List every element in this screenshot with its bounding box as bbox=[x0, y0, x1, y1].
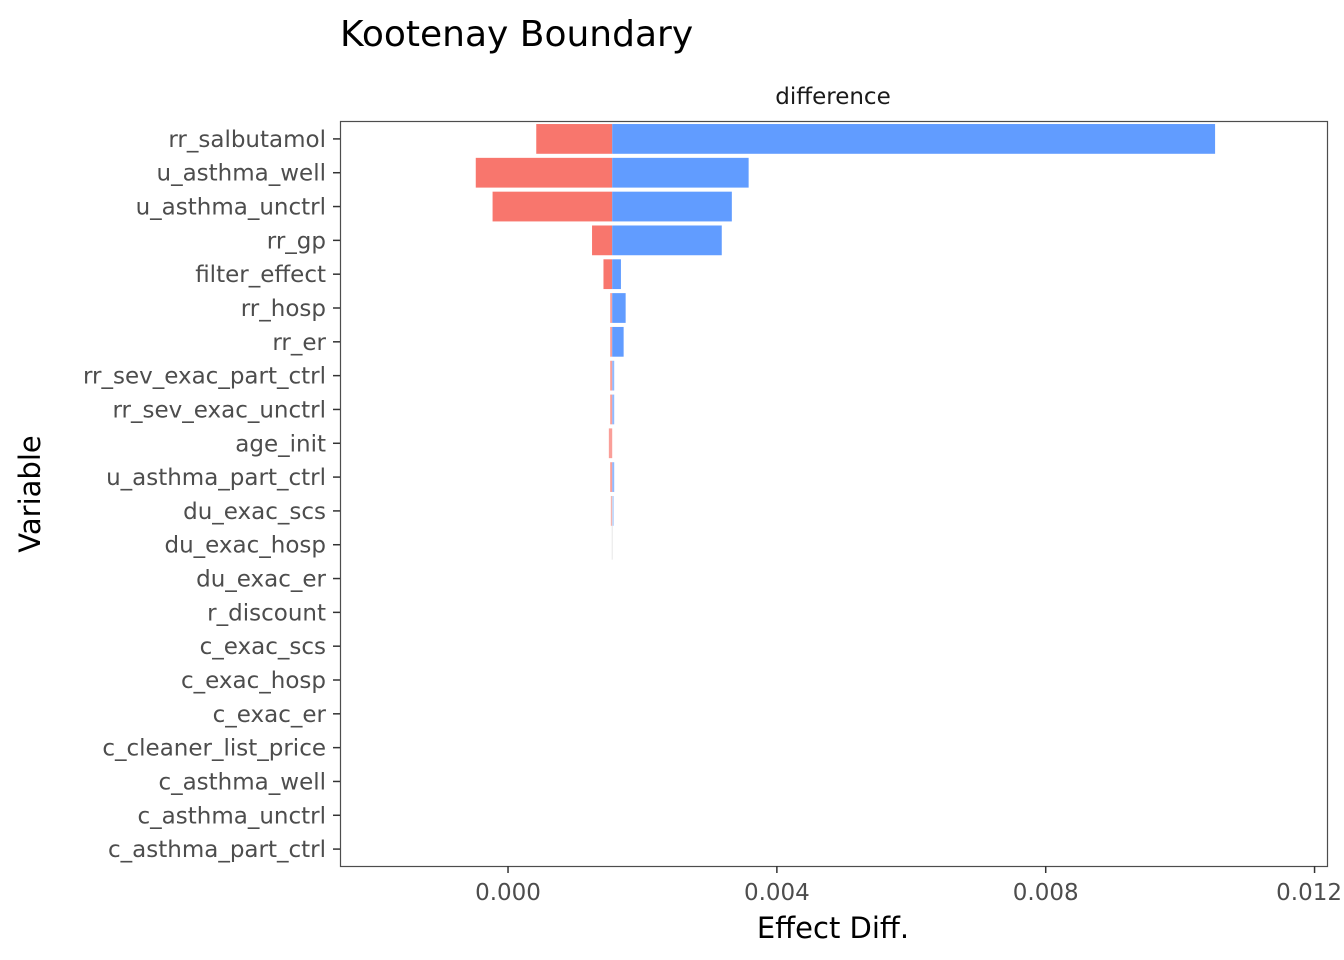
x-axis: 0.000 0.004 0.008 0.012 bbox=[475, 866, 1342, 906]
y-tick-label: rr_er bbox=[272, 330, 326, 356]
bars-layer bbox=[475, 124, 1216, 560]
y-tick-label: filter_effect bbox=[195, 262, 326, 288]
bar-low-rr-gp bbox=[592, 225, 613, 256]
y-tick-label: age_init bbox=[235, 431, 326, 457]
x-tick-label: 0.012 bbox=[1276, 880, 1342, 906]
y-tick-label: du_exac_er bbox=[196, 567, 326, 593]
bar-zero-effect-line bbox=[611, 496, 613, 560]
y-axis-title: Variable bbox=[13, 435, 47, 552]
y-tick-label: u_asthma_unctrl bbox=[136, 195, 326, 221]
bar-low-rr-er bbox=[610, 326, 613, 357]
y-tick-label: rr_sev_exac_unctrl bbox=[112, 397, 326, 423]
bar-high-u-asthma-well bbox=[612, 157, 749, 188]
x-tick-label: 0.004 bbox=[744, 880, 810, 906]
y-tick-label: du_exac_hosp bbox=[164, 533, 326, 559]
bar-high-filter-effect bbox=[612, 259, 621, 290]
bar-high-rr-gp bbox=[612, 225, 722, 256]
bar-low-filter-effect bbox=[603, 259, 613, 290]
bar-low-rr-salbutamol bbox=[536, 124, 613, 154]
y-tick-label: r_discount bbox=[207, 600, 326, 626]
bar-low-rr-sev-exac-part-ctrl bbox=[610, 360, 613, 391]
y-tick-label: c_cleaner_list_price bbox=[102, 736, 326, 762]
y-tick-label: c_exac_scs bbox=[200, 634, 326, 660]
y-axis: rr_salbutamol u_asthma_well u_asthma_unctr… bbox=[83, 127, 340, 863]
bar-high-rr-er bbox=[612, 326, 624, 357]
x-tick-label: 0.008 bbox=[1013, 880, 1079, 906]
bar-low-rr-sev-exac-unctrl bbox=[610, 394, 613, 425]
bar-high-rr-salbutamol bbox=[612, 124, 1216, 154]
y-tick-label: u_asthma_part_ctrl bbox=[106, 465, 326, 491]
panel-border bbox=[339, 120, 1329, 868]
bar-high-du-exac-scs bbox=[612, 496, 614, 526]
bar-low-rr-hosp bbox=[610, 293, 613, 323]
bar-low-u-asthma-well bbox=[475, 157, 613, 188]
y-tick-label: rr_gp bbox=[267, 228, 326, 254]
y-tick-label: rr_sev_exac_part_ctrl bbox=[83, 364, 326, 390]
y-tick-label: c_exac_er bbox=[213, 702, 327, 728]
y-tick-label: u_asthma_well bbox=[157, 161, 327, 187]
y-tick-label: c_asthma_well bbox=[158, 769, 326, 795]
y-tick-label: du_exac_scs bbox=[183, 499, 326, 525]
bar-low-du-exac-scs bbox=[610, 496, 613, 526]
y-tick-label: c_asthma_unctrl bbox=[138, 803, 326, 829]
bar-high-rr-sev-exac-unctrl bbox=[612, 394, 615, 425]
y-tick-label: rr_hosp bbox=[241, 296, 326, 322]
bar-high-u-asthma-part-ctrl bbox=[612, 462, 615, 492]
y-tick-label: c_exac_hosp bbox=[181, 668, 326, 694]
chart-title: Kootenay Boundary bbox=[340, 14, 693, 55]
y-tick-label: rr_salbutamol bbox=[168, 127, 326, 153]
bar-low-u-asthma-unctrl bbox=[492, 191, 613, 222]
bar-low-u-asthma-part-ctrl bbox=[610, 462, 613, 492]
bar-high-rr-sev-exac-part-ctrl bbox=[612, 360, 615, 391]
y-tick-label: c_asthma_part_ctrl bbox=[108, 837, 326, 863]
bar-high-u-asthma-unctrl bbox=[612, 191, 732, 222]
bar-high-rr-hosp bbox=[612, 293, 626, 323]
bar-low-age-init bbox=[608, 428, 613, 459]
x-tick-label: 0.000 bbox=[475, 880, 541, 906]
x-axis-title: Effect Diff. bbox=[757, 911, 909, 945]
facet-strip-label: difference bbox=[775, 84, 890, 110]
